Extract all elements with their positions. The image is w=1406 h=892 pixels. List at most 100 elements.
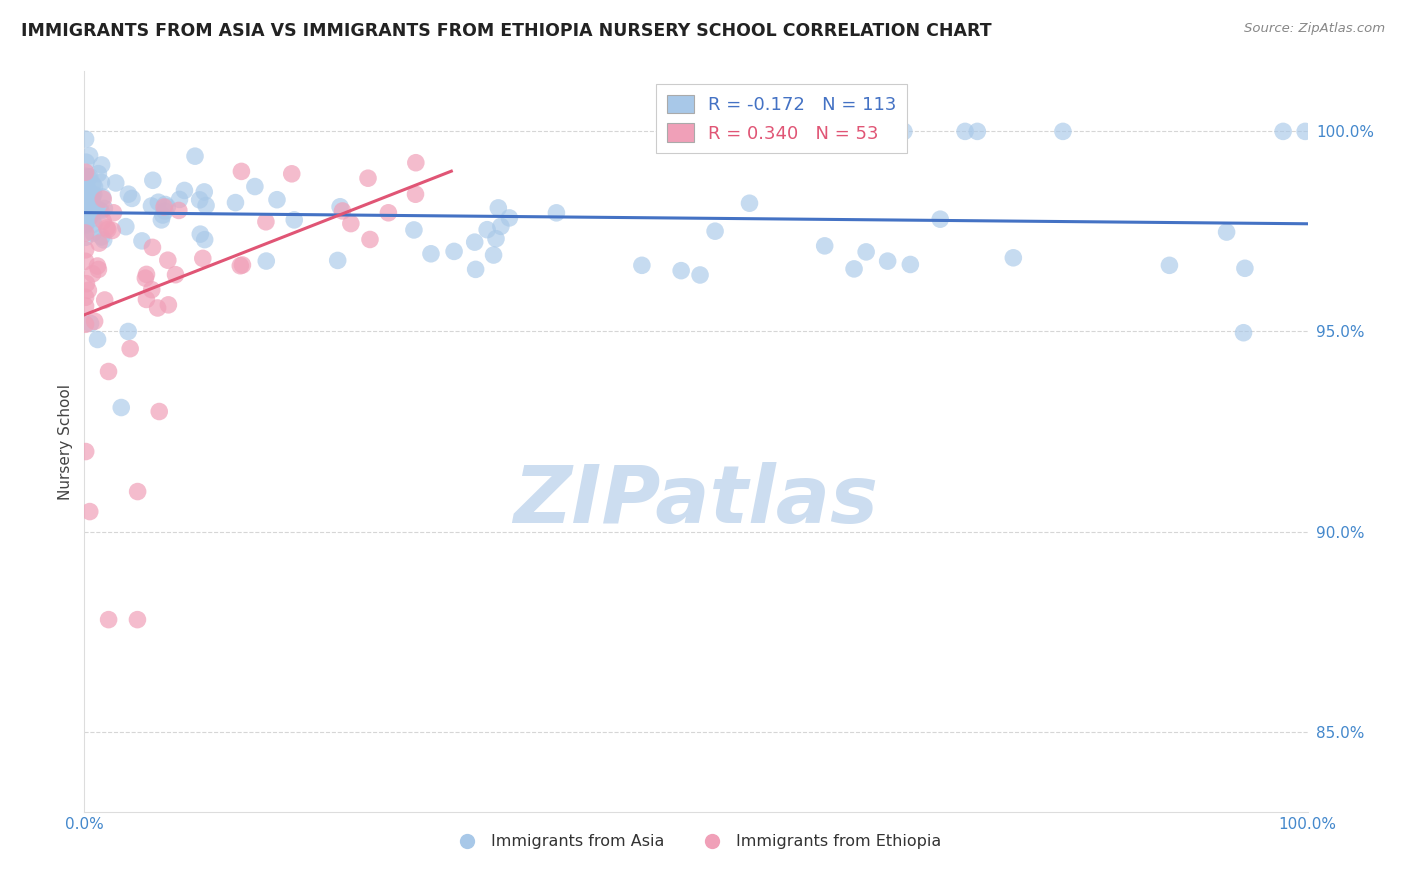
Point bbox=[156, 253, 179, 268]
Point bbox=[97, 613, 120, 627]
Point bbox=[134, 271, 156, 285]
Point bbox=[103, 206, 125, 220]
Text: Source: ZipAtlas.com: Source: ZipAtlas.com bbox=[1244, 22, 1385, 36]
Point bbox=[115, 219, 138, 234]
Point bbox=[75, 230, 97, 244]
Point bbox=[82, 211, 104, 226]
Point bbox=[254, 215, 277, 229]
Point bbox=[142, 173, 165, 187]
Point bbox=[738, 196, 761, 211]
Point bbox=[1233, 261, 1256, 276]
Point bbox=[87, 262, 110, 277]
Point bbox=[75, 197, 97, 211]
Point bbox=[75, 186, 97, 200]
Point bbox=[127, 613, 149, 627]
Point bbox=[83, 187, 105, 202]
Point bbox=[75, 444, 97, 458]
Point bbox=[193, 185, 215, 199]
Point bbox=[266, 193, 288, 207]
Point bbox=[146, 301, 169, 315]
Point bbox=[77, 188, 100, 202]
Point bbox=[75, 172, 97, 186]
Point bbox=[156, 200, 179, 214]
Point bbox=[231, 164, 253, 178]
Point bbox=[93, 233, 115, 247]
Point bbox=[464, 262, 486, 277]
Point bbox=[82, 188, 104, 202]
Point bbox=[814, 239, 837, 253]
Point bbox=[82, 177, 104, 191]
Point bbox=[486, 201, 509, 215]
Point bbox=[631, 258, 654, 272]
Point bbox=[165, 268, 187, 282]
Point bbox=[83, 314, 105, 328]
Point bbox=[141, 283, 163, 297]
Point bbox=[184, 149, 207, 163]
Point bbox=[93, 293, 115, 307]
Point bbox=[167, 203, 190, 218]
Point bbox=[77, 189, 100, 203]
Point bbox=[97, 364, 120, 378]
Point bbox=[101, 223, 124, 237]
Point bbox=[1294, 124, 1316, 138]
Point bbox=[86, 333, 108, 347]
Point bbox=[153, 200, 176, 214]
Y-axis label: Nursery School: Nursery School bbox=[58, 384, 73, 500]
Point bbox=[90, 204, 112, 219]
Point bbox=[90, 175, 112, 189]
Point bbox=[153, 203, 176, 218]
Point bbox=[83, 217, 105, 231]
Point bbox=[75, 211, 97, 226]
Point bbox=[194, 233, 217, 247]
Point bbox=[141, 199, 163, 213]
Point bbox=[669, 263, 692, 277]
Point bbox=[855, 244, 877, 259]
Point bbox=[75, 212, 97, 227]
Point bbox=[75, 165, 97, 179]
Point bbox=[77, 283, 100, 297]
Text: IMMIGRANTS FROM ASIA VS IMMIGRANTS FROM ETHIOPIA NURSERY SCHOOL CORRELATION CHAR: IMMIGRANTS FROM ASIA VS IMMIGRANTS FROM … bbox=[21, 22, 991, 40]
Legend: Immigrants from Asia, Immigrants from Ethiopia: Immigrants from Asia, Immigrants from Et… bbox=[444, 828, 948, 855]
Point bbox=[150, 213, 173, 227]
Point bbox=[75, 132, 97, 146]
Point bbox=[152, 208, 174, 222]
Point bbox=[87, 167, 110, 181]
Point bbox=[329, 200, 352, 214]
Point bbox=[1215, 225, 1237, 239]
Point bbox=[120, 342, 142, 356]
Point bbox=[89, 203, 111, 218]
Point bbox=[90, 230, 112, 244]
Point bbox=[377, 206, 399, 220]
Point bbox=[141, 240, 163, 254]
Point bbox=[405, 155, 427, 169]
Point bbox=[844, 124, 866, 138]
Point bbox=[876, 254, 898, 268]
Point bbox=[169, 193, 191, 207]
Point bbox=[97, 222, 120, 236]
Point bbox=[79, 505, 101, 519]
Point bbox=[76, 181, 98, 195]
Point bbox=[79, 210, 101, 224]
Point bbox=[224, 195, 246, 210]
Point bbox=[96, 220, 118, 235]
Point bbox=[117, 187, 139, 202]
Point bbox=[443, 244, 465, 259]
Point bbox=[489, 219, 512, 234]
Point bbox=[357, 171, 380, 186]
Point bbox=[157, 298, 180, 312]
Point bbox=[229, 259, 252, 273]
Point bbox=[148, 195, 170, 210]
Point bbox=[79, 317, 101, 331]
Point bbox=[89, 236, 111, 251]
Point bbox=[117, 325, 139, 339]
Point bbox=[188, 227, 211, 241]
Point bbox=[82, 226, 104, 240]
Point bbox=[191, 252, 214, 266]
Point bbox=[104, 176, 127, 190]
Point bbox=[482, 248, 505, 262]
Point bbox=[148, 404, 170, 418]
Point bbox=[332, 203, 354, 218]
Point bbox=[82, 267, 104, 281]
Point bbox=[135, 293, 157, 307]
Point bbox=[75, 171, 97, 186]
